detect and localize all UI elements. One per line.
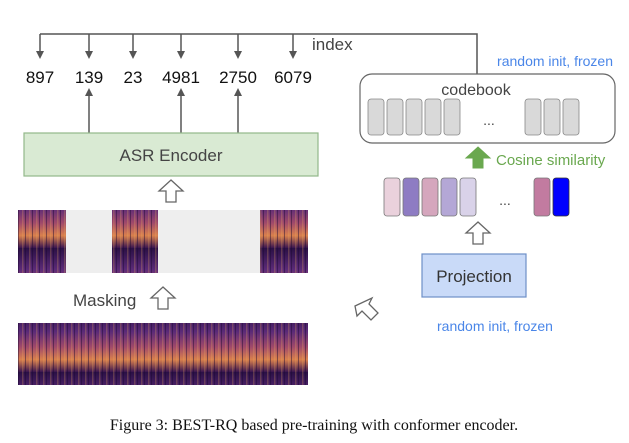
codebook-entry — [443, 98, 461, 136]
input-spectrogram — [18, 323, 308, 385]
asr-encoder-label: ASR Encoder — [120, 146, 223, 165]
vector-element — [440, 177, 458, 217]
figure-caption: Figure 3: BEST-RQ based pre-training wit… — [110, 417, 518, 434]
vector-ellipsis: ... — [499, 192, 511, 208]
encoder-output-arrows — [85, 88, 242, 133]
codebook-entry — [386, 98, 404, 136]
index-value: 4981 — [162, 68, 200, 87]
codebook-entry — [562, 98, 580, 136]
projection-note: random init, frozen — [437, 318, 553, 334]
codebook-label: codebook — [441, 82, 511, 99]
up-arrow-icon — [157, 179, 185, 203]
vector-element — [402, 177, 420, 217]
index-label: index — [312, 35, 353, 54]
index-value: 139 — [75, 68, 103, 87]
codebook-entry — [543, 98, 561, 136]
vector-element — [552, 177, 570, 217]
vector-element — [421, 177, 439, 217]
codebook-ellipsis: ... — [483, 112, 495, 128]
codebook-entry — [424, 98, 442, 136]
up-arrow-icon — [464, 221, 492, 245]
vector-element — [533, 177, 551, 217]
mask-region — [66, 210, 112, 273]
index-connector — [36, 33, 478, 77]
codebook-entry — [405, 98, 423, 136]
diagonal-arrow-icon — [354, 296, 379, 321]
codebook-entry — [367, 98, 385, 136]
codebook-note: random init, frozen — [497, 53, 613, 69]
index-value: 2750 — [219, 68, 257, 87]
mask-region — [158, 210, 260, 273]
masked-spectrogram — [18, 210, 308, 273]
index-value: 23 — [124, 68, 143, 87]
vector-element — [383, 177, 401, 217]
masking-label: Masking — [73, 291, 136, 310]
index-value: 897 — [26, 68, 54, 87]
codebook-entry — [524, 98, 542, 136]
projection-box — [421, 253, 527, 298]
index-value: 6079 — [274, 68, 312, 87]
similarity-label: Cosine similarity — [496, 152, 606, 169]
similarity-arrow-icon — [464, 146, 492, 169]
projection-label: Projection — [436, 267, 512, 286]
vector-element — [459, 177, 477, 217]
asr-encoder-box — [23, 132, 319, 177]
projected-vector — [383, 177, 570, 217]
codebook-entries — [367, 98, 580, 136]
up-arrow-icon — [149, 286, 177, 310]
